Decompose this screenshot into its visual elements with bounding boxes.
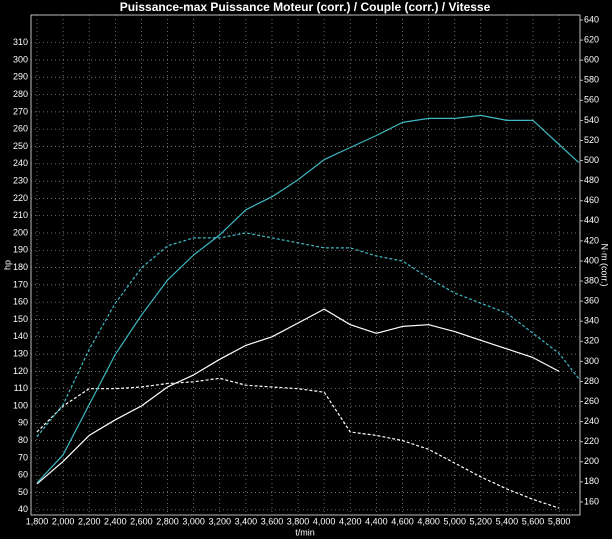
y-tick-label: 80 bbox=[18, 435, 28, 445]
y2-tick-label: 280 bbox=[584, 376, 599, 386]
x-axis-label: t/min bbox=[295, 527, 315, 537]
y-axis-label: hp bbox=[2, 260, 12, 270]
y2-tick-label: 460 bbox=[584, 195, 599, 205]
y-tick-label: 130 bbox=[13, 348, 28, 358]
y-tick-label: 190 bbox=[13, 245, 28, 255]
y-tick-label: 270 bbox=[13, 106, 28, 116]
x-tick-label: 2,400 bbox=[104, 516, 127, 526]
x-tick-label: 3,400 bbox=[235, 516, 258, 526]
y2-tick-label: 600 bbox=[584, 55, 599, 65]
y2-tick-label: 180 bbox=[584, 476, 599, 486]
y-tick-label: 70 bbox=[18, 452, 28, 462]
x-tick-label: 4,400 bbox=[365, 516, 388, 526]
y-tick-label: 280 bbox=[13, 89, 28, 99]
y2-tick-label: 620 bbox=[584, 34, 599, 44]
y2-tick-label: 640 bbox=[584, 14, 599, 24]
y-tick-label: 260 bbox=[13, 124, 28, 134]
x-tick-label: 1,800 bbox=[26, 516, 49, 526]
y-tick-label: 140 bbox=[13, 331, 28, 341]
y-tick-label: 40 bbox=[18, 504, 28, 514]
y2-tick-label: 200 bbox=[584, 456, 599, 466]
y-tick-label: 90 bbox=[18, 418, 28, 428]
plot-frame bbox=[30, 14, 581, 516]
x-tick-label: 3,200 bbox=[208, 516, 231, 526]
y2-axis-label: N·m (corr.) bbox=[600, 244, 610, 287]
y2-tick-label: 540 bbox=[584, 115, 599, 125]
y-tick-label: 250 bbox=[13, 141, 28, 151]
series-line bbox=[36, 114, 580, 484]
y2-tick-label: 560 bbox=[584, 95, 599, 105]
y2-tick-label: 380 bbox=[584, 275, 599, 285]
y-tick-label: 60 bbox=[18, 470, 28, 480]
y-tick-label: 220 bbox=[13, 193, 28, 203]
y-tick-label: 200 bbox=[13, 227, 28, 237]
x-tick-label: 4,000 bbox=[313, 516, 336, 526]
x-tick-label: 2,600 bbox=[130, 516, 153, 526]
series-line bbox=[36, 377, 560, 509]
y2-tick-label: 320 bbox=[584, 336, 599, 346]
x-tick-label: 5,800 bbox=[548, 516, 571, 526]
y2-tick-label: 580 bbox=[584, 75, 599, 85]
x-tick-label: 5,200 bbox=[470, 516, 493, 526]
y-tick-label: 100 bbox=[13, 400, 28, 410]
y-tick-label: 290 bbox=[13, 72, 28, 82]
y-tick-label: 210 bbox=[13, 210, 28, 220]
x-tick-label: 5,600 bbox=[522, 516, 545, 526]
y2-tick-label: 400 bbox=[584, 255, 599, 265]
y2-tick-label: 520 bbox=[584, 135, 599, 145]
y2-tick-label: 340 bbox=[584, 316, 599, 326]
x-tick-label: 2,200 bbox=[78, 516, 101, 526]
y2-tick-label: 420 bbox=[584, 235, 599, 245]
y-tick-label: 160 bbox=[13, 297, 28, 307]
series-line bbox=[36, 308, 560, 485]
y-tick-label: 230 bbox=[13, 175, 28, 185]
y2-tick-label: 220 bbox=[584, 436, 599, 446]
series-line bbox=[36, 232, 580, 438]
x-tick-label: 2,800 bbox=[156, 516, 179, 526]
x-tick-label: 3,000 bbox=[182, 516, 205, 526]
y-tick-label: 170 bbox=[13, 279, 28, 289]
y-tick-label: 310 bbox=[13, 37, 28, 47]
y-tick-label: 300 bbox=[13, 54, 28, 64]
x-tick-label: 5,400 bbox=[496, 516, 519, 526]
x-tick-label: 5,000 bbox=[443, 516, 466, 526]
y-tick-label: 150 bbox=[13, 314, 28, 324]
y2-tick-label: 360 bbox=[584, 296, 599, 306]
y-tick-label: 50 bbox=[18, 487, 28, 497]
chart-title: Puissance-max Puissance Moteur (corr.) /… bbox=[120, 0, 491, 14]
y2-tick-label: 160 bbox=[584, 496, 599, 506]
y2-tick-label: 500 bbox=[584, 155, 599, 165]
x-tick-label: 3,800 bbox=[287, 516, 310, 526]
y-tick-label: 120 bbox=[13, 366, 28, 376]
y2-tick-label: 300 bbox=[584, 356, 599, 366]
y2-tick-label: 260 bbox=[584, 396, 599, 406]
x-tick-label: 4,800 bbox=[417, 516, 440, 526]
x-tick-label: 4,600 bbox=[391, 516, 414, 526]
x-tick-label: 2,000 bbox=[52, 516, 75, 526]
x-tick-label: 4,200 bbox=[339, 516, 362, 526]
y2-tick-label: 440 bbox=[584, 215, 599, 225]
y2-tick-label: 240 bbox=[584, 416, 599, 426]
x-tick-label: 3,600 bbox=[261, 516, 284, 526]
y2-tick-label: 480 bbox=[584, 175, 599, 185]
y-tick-label: 180 bbox=[13, 262, 28, 272]
y-tick-label: 240 bbox=[13, 158, 28, 168]
y-tick-label: 110 bbox=[14, 383, 28, 393]
